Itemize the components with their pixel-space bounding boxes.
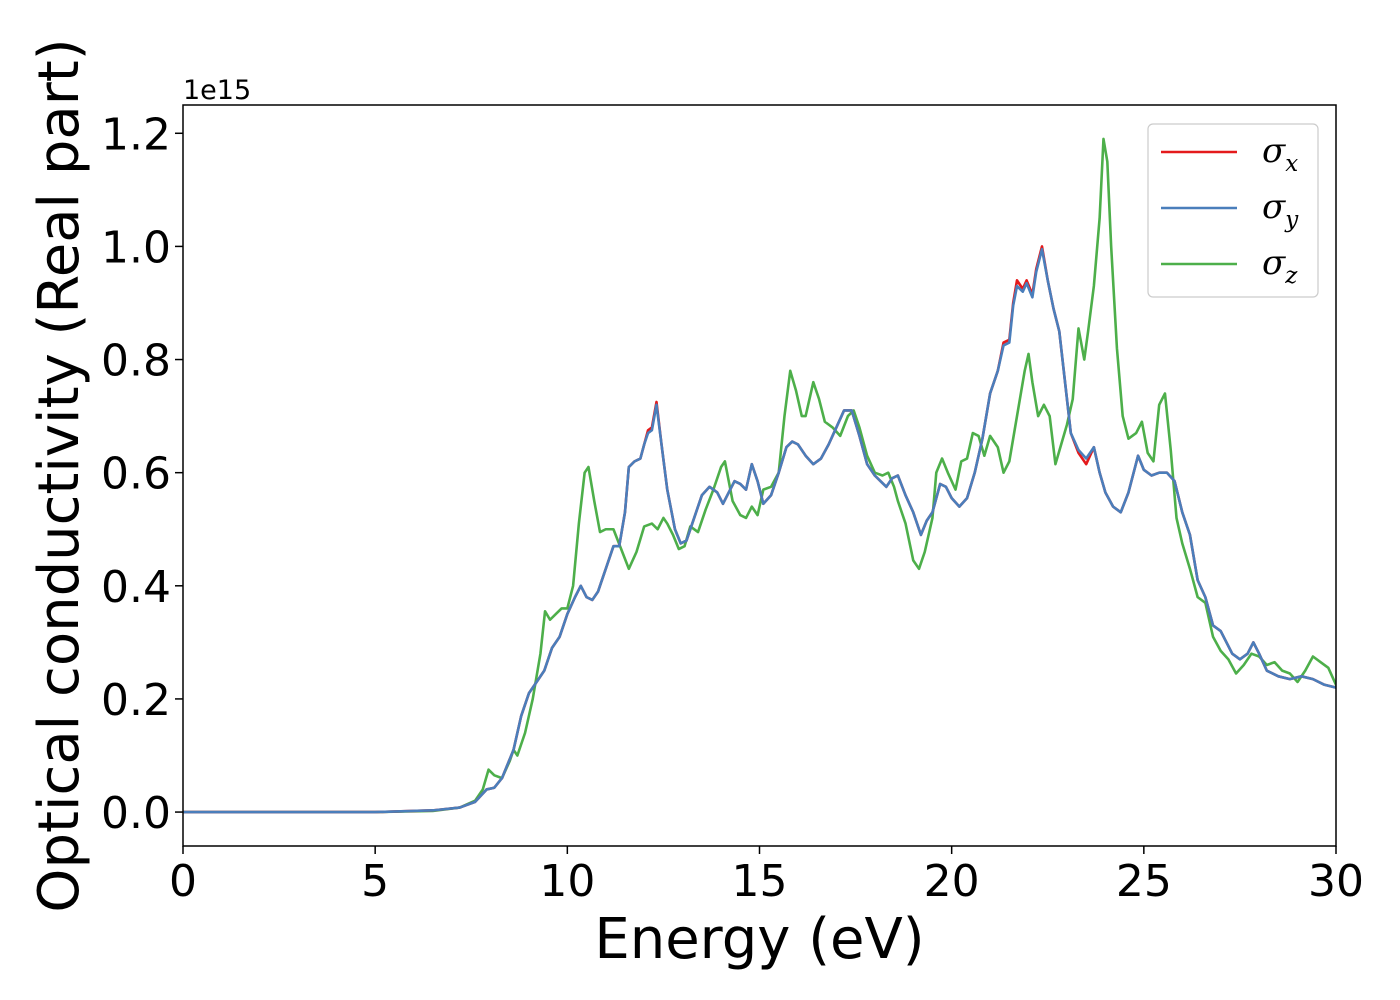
y-tick-label: 1.2 bbox=[101, 109, 171, 160]
x-tick-label: 30 bbox=[1308, 856, 1364, 907]
x-axis: 0 5 10 15 20 25 30 bbox=[169, 846, 1364, 907]
y-tick-label: 0.2 bbox=[101, 675, 171, 726]
series-line-x bbox=[183, 245, 1336, 814]
x-tick-label: 15 bbox=[732, 856, 788, 907]
series-line-z bbox=[183, 137, 1336, 814]
legend-label-z: σz bbox=[1262, 243, 1298, 289]
x-tick-label: 20 bbox=[924, 856, 980, 907]
y-axis-title: Optical conductivity (Real part) bbox=[27, 38, 92, 912]
x-tick-label: 0 bbox=[169, 856, 197, 907]
y-tick-label: 0.4 bbox=[101, 562, 171, 613]
x-tick-label: 5 bbox=[361, 856, 389, 907]
x-tick-label: 25 bbox=[1116, 856, 1172, 907]
y-tick-label: 1.0 bbox=[101, 222, 171, 273]
y-tick-label: 0.6 bbox=[101, 449, 171, 500]
series-line-y bbox=[183, 247, 1336, 814]
plot-lines bbox=[183, 137, 1336, 814]
y-offset-text: 1e15 bbox=[183, 75, 251, 106]
y-axis: 0.0 0.2 0.4 0.6 0.8 1.0 1.2 bbox=[101, 109, 183, 839]
x-tick-label: 10 bbox=[539, 856, 595, 907]
y-tick-label: 0.8 bbox=[101, 336, 171, 387]
y-tick-label: 0.0 bbox=[101, 788, 171, 839]
x-axis-title: Energy (eV) bbox=[594, 907, 924, 972]
legend-box bbox=[1147, 123, 1319, 298]
